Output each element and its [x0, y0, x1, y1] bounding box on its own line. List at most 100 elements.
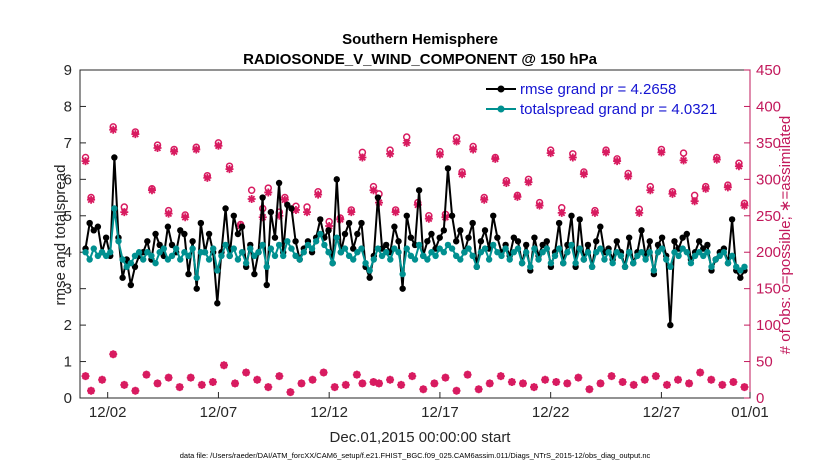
- totalspread-point: [691, 252, 699, 260]
- totalspread-point: [329, 259, 336, 267]
- totalspread-point: [502, 245, 509, 252]
- obs-assimilated-point: [734, 162, 743, 171]
- totalspread-point: [555, 245, 563, 252]
- totalspread-point: [510, 249, 518, 256]
- rmse-point: [646, 238, 653, 245]
- obs-assimilated-point: [131, 130, 140, 139]
- totalspread-point: [407, 252, 415, 260]
- totalspread-point: [333, 234, 340, 241]
- obs-assimilated-point: [286, 388, 295, 397]
- rmse-point: [267, 208, 275, 216]
- rmse-point: [457, 227, 464, 234]
- totalspread-point: [733, 263, 740, 270]
- totalspread-point: [292, 252, 299, 260]
- obs-assimilated-point: [81, 157, 90, 166]
- totalspread-point: [185, 252, 192, 260]
- rmse-point: [613, 238, 620, 245]
- totalspread-point: [461, 249, 468, 256]
- rmse-point: [197, 219, 205, 227]
- obs-assimilated-point: [397, 380, 406, 389]
- totalspread-point: [737, 267, 744, 274]
- obs-assimilated-point: [87, 386, 96, 395]
- obs-assimilated-point: [674, 375, 683, 384]
- totalspread-point: [102, 252, 110, 260]
- obs-assimilated-point: [624, 172, 633, 181]
- totalspread-point: [465, 245, 472, 252]
- obs-assimilated-point: [546, 149, 555, 158]
- totalspread-point: [646, 249, 653, 256]
- rmse-point: [584, 241, 592, 249]
- obs-assimilated-point: [408, 372, 417, 381]
- obs-assimilated-point: [352, 370, 361, 379]
- rmse-point: [683, 230, 691, 238]
- rmse-point: [259, 194, 266, 201]
- totalspread-point: [514, 245, 522, 252]
- y-right-tick-label: 0: [756, 390, 764, 407]
- obs-assimilated-point: [231, 379, 240, 388]
- obs-assimilated-point: [712, 155, 721, 164]
- obs-assimilated-point: [502, 178, 511, 187]
- rmse-point: [568, 212, 575, 219]
- obs-possible-point: [679, 149, 688, 157]
- totalspread-point: [321, 241, 328, 249]
- obs-assimilated-point: [480, 195, 489, 204]
- rmse-point: [230, 212, 237, 219]
- obs-assimilated-point: [530, 383, 539, 392]
- y-tick-label: 1: [64, 354, 72, 371]
- y-axis-right-label: # of obs: o=possible; ∗=assimilated: [777, 116, 794, 355]
- obs-assimilated-point: [153, 379, 162, 388]
- totalspread-point: [242, 259, 250, 267]
- totalspread-point: [658, 245, 666, 252]
- obs-assimilated-point: [120, 208, 129, 217]
- obs-assimilated-point: [701, 184, 710, 193]
- legend-spread-label: totalspread grand pr = 4.0321: [520, 101, 717, 118]
- totalspread-point: [341, 245, 349, 252]
- rmse-point: [440, 227, 448, 234]
- y-tick-label: 8: [64, 98, 72, 115]
- obs-assimilated-point: [375, 379, 384, 388]
- rmse-point: [671, 238, 678, 245]
- obs-assimilated-point: [685, 379, 694, 388]
- totalspread-point: [345, 252, 353, 260]
- totalspread-point: [144, 249, 151, 256]
- totalspread-point: [168, 252, 176, 260]
- totalspread-point: [572, 259, 579, 267]
- rmse-point: [358, 219, 365, 227]
- x-tick-label: 12/07: [200, 404, 238, 421]
- rmse-point: [704, 241, 711, 249]
- obs-assimilated-point: [175, 383, 184, 392]
- obs-assimilated-point: [568, 153, 577, 162]
- rmse-point: [111, 154, 118, 161]
- obs-assimilated-point: [740, 201, 749, 210]
- totalspread-point: [86, 256, 93, 263]
- rmse-point: [654, 241, 662, 249]
- totalspread-point: [522, 249, 530, 256]
- rmse-point: [251, 270, 258, 278]
- x-tick-label: 12/02: [89, 404, 127, 421]
- obs-assimilated-point: [192, 145, 201, 154]
- totalspread-point: [391, 245, 398, 252]
- obs-assimilated-point: [341, 380, 350, 389]
- obs-assimilated-point: [164, 373, 173, 382]
- totalspread-point: [424, 256, 431, 263]
- rmse-point: [490, 212, 497, 219]
- totalspread-point: [642, 256, 649, 263]
- rmse-point: [234, 230, 242, 238]
- obs-assimilated-point: [718, 380, 727, 389]
- totalspread-point: [234, 256, 242, 263]
- rmse-point: [164, 223, 172, 230]
- obs-assimilated-point: [170, 147, 179, 156]
- totalspread-point: [300, 249, 308, 256]
- obs-assimilated-point: [181, 213, 190, 222]
- rmse-point: [102, 234, 110, 241]
- totalspread-point: [436, 245, 443, 252]
- totalspread-point: [387, 256, 394, 263]
- obs-assimilated-point: [474, 385, 483, 394]
- obs-possible-point: [247, 186, 256, 195]
- rmse-point: [593, 238, 600, 245]
- totalspread-point: [139, 256, 147, 263]
- totalspread-point: [634, 252, 641, 260]
- obs-assimilated-point: [253, 375, 262, 384]
- totalspread-point: [667, 263, 674, 270]
